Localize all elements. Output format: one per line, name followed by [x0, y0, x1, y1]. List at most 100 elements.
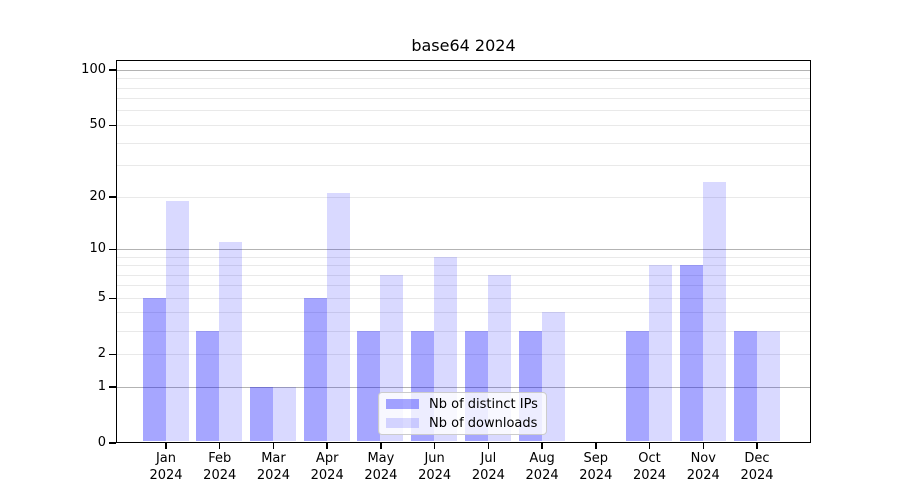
x-tick-mark	[219, 443, 221, 449]
legend-swatch-downloads	[386, 418, 419, 428]
x-tick-label: Jul 2024	[456, 451, 520, 484]
legend-label-downloads: Nb of downloads	[429, 415, 538, 431]
bar-downloads	[541, 312, 565, 441]
legend-item-downloads: Nb of downloads	[386, 416, 538, 431]
bar-distinct-ips	[679, 265, 703, 441]
x-tick-month: Oct	[638, 451, 661, 466]
gridline-minor	[117, 312, 810, 314]
legend-item-distinct-ips: Nb of distinct IPs	[386, 397, 538, 412]
gridline-minor	[117, 110, 810, 112]
x-tick-month: Aug	[529, 451, 555, 466]
x-tick-year: 2024	[686, 467, 720, 483]
gridline-minor	[117, 285, 810, 287]
x-tick-mark	[702, 443, 704, 449]
x-tick-month: Jul	[480, 451, 497, 466]
gridline-major	[117, 69, 810, 71]
gridline-minor	[117, 165, 810, 167]
x-tick-mark	[487, 443, 490, 449]
x-tick-label: Feb 2024	[188, 451, 252, 484]
y-tick-mark	[109, 124, 116, 127]
gridline-minor	[117, 78, 810, 80]
bar-downloads	[702, 182, 726, 441]
y-tick-label: 2	[97, 346, 106, 362]
bar-distinct-ips	[357, 330, 381, 441]
x-tick-label: Dec 2024	[725, 451, 789, 484]
bar-downloads	[756, 330, 780, 441]
gridline-minor	[117, 87, 810, 89]
x-tick-label: Jun 2024	[403, 451, 467, 484]
x-tick-label: May 2024	[349, 451, 413, 484]
x-tick-mark	[648, 443, 651, 449]
gridline-minor	[117, 124, 810, 126]
x-tick-label: Oct 2024	[618, 451, 682, 484]
y-tick-mark	[109, 442, 116, 444]
x-tick-label: Apr 2024	[295, 451, 359, 484]
x-tick-year: 2024	[471, 467, 505, 483]
plot-area	[116, 60, 811, 443]
bar-distinct-ips	[303, 297, 327, 441]
x-tick-month: Nov	[690, 451, 716, 466]
x-tick-month: Dec	[744, 451, 770, 466]
bar-distinct-ips	[196, 330, 220, 441]
y-tick-label: 20	[89, 189, 106, 205]
x-tick-label: Mar 2024	[241, 451, 305, 484]
gridline-minor	[117, 330, 810, 332]
x-tick-year: 2024	[310, 467, 344, 483]
x-tick-mark	[272, 443, 275, 449]
x-tick-month: Jun	[424, 451, 445, 466]
y-tick-mark	[109, 353, 116, 355]
legend-label-distinct-ips: Nb of distinct IPs	[429, 396, 538, 412]
y-tick-label: 50	[89, 117, 106, 133]
y-tick-mark	[109, 386, 116, 388]
x-tick-month: Jan	[155, 451, 177, 466]
x-tick-year: 2024	[256, 467, 290, 483]
y-tick-mark	[109, 248, 116, 250]
x-tick-month: Apr	[315, 451, 339, 466]
x-tick-month: Sep	[583, 451, 609, 466]
bar-downloads	[165, 200, 189, 441]
y-tick-label: 0	[97, 435, 106, 450]
x-tick-month: Mar	[261, 451, 286, 466]
x-tick-year: 2024	[525, 467, 559, 483]
x-tick-mark	[756, 443, 758, 449]
bar-downloads	[219, 241, 243, 441]
gridline-minor	[117, 98, 810, 100]
y-tick-mark	[109, 297, 116, 299]
x-tick-month: May	[367, 451, 395, 466]
gridline-minor	[117, 297, 810, 299]
gridline-minor	[117, 256, 810, 258]
x-tick-year: 2024	[740, 467, 774, 483]
x-tick-year: 2024	[203, 467, 237, 483]
legend: Nb of distinct IPs Nb of downloads	[378, 392, 547, 435]
x-tick-mark	[380, 443, 382, 449]
bar-downloads	[326, 192, 350, 441]
y-tick-label: 100	[81, 62, 106, 78]
x-tick-year: 2024	[418, 467, 452, 483]
y-tick-label: 1	[97, 379, 106, 394]
x-tick-mark	[433, 443, 436, 449]
x-tick-year: 2024	[579, 467, 613, 483]
x-tick-mark	[541, 443, 543, 449]
x-tick-mark	[165, 443, 167, 449]
gridline-minor	[117, 353, 810, 355]
bar-distinct-ips	[733, 330, 757, 441]
x-tick-mark	[326, 443, 328, 449]
x-tick-mark	[595, 443, 597, 449]
bar-distinct-ips	[626, 330, 650, 441]
bar-distinct-ips	[249, 386, 273, 441]
x-tick-label: Aug 2024	[510, 451, 574, 484]
gridline-minor	[117, 142, 810, 144]
y-tick-label: 5	[97, 290, 106, 306]
x-tick-month: Feb	[208, 451, 232, 466]
x-tick-label: Sep 2024	[564, 451, 628, 484]
gridline-minor	[117, 274, 810, 276]
gridline-major	[117, 386, 810, 388]
y-tick-label: 10	[89, 241, 106, 257]
gridline-major	[117, 248, 810, 250]
x-tick-year: 2024	[149, 467, 183, 483]
gridline-minor	[117, 265, 810, 266]
bar-downloads	[649, 265, 673, 441]
gridline-minor	[117, 196, 810, 198]
y-tick-mark	[109, 69, 116, 71]
